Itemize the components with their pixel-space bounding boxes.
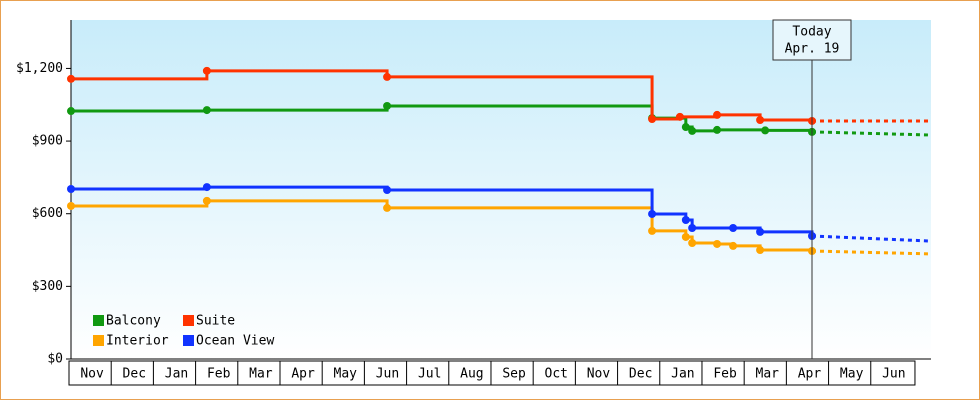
x-tick-label: Apr xyxy=(291,367,315,382)
point xyxy=(67,107,75,116)
forecast-line xyxy=(811,234,932,243)
point xyxy=(729,241,738,250)
point xyxy=(713,110,722,119)
x-tick-label: Mar xyxy=(756,367,780,382)
point xyxy=(67,185,75,194)
x-tick-label: Jan xyxy=(671,367,694,382)
point xyxy=(729,224,738,233)
point xyxy=(681,123,690,132)
x-tick-label: May xyxy=(840,367,864,382)
point xyxy=(688,224,697,233)
x-tick-label: Nov xyxy=(80,367,104,382)
point xyxy=(761,126,770,135)
point xyxy=(681,216,690,225)
x-tick-label: Jun xyxy=(376,367,399,382)
point xyxy=(648,209,657,218)
point xyxy=(688,239,697,248)
x-tick-label: Dec xyxy=(629,367,652,382)
legend-swatch xyxy=(93,335,104,346)
y-tick-label: $1,200 xyxy=(16,61,63,76)
point xyxy=(383,72,392,81)
today-date: Apr. 19 xyxy=(785,42,840,57)
legend-swatch xyxy=(93,315,104,326)
point xyxy=(648,226,657,235)
legend-label: Ocean View xyxy=(196,334,274,349)
y-tick-label: $900 xyxy=(32,134,63,149)
y-tick-label: $0 xyxy=(47,352,63,367)
point xyxy=(688,126,697,135)
point xyxy=(756,116,765,125)
y-tick-label: $600 xyxy=(32,206,63,221)
point xyxy=(713,239,722,248)
today-box xyxy=(772,19,852,61)
x-tick-label: Nov xyxy=(587,367,611,382)
x-tick-label: Jun xyxy=(882,367,905,382)
legend-swatch xyxy=(183,335,194,346)
x-tick-label: Dec xyxy=(123,367,146,382)
point xyxy=(756,227,765,236)
point xyxy=(383,203,392,212)
x-tick-label: Mar xyxy=(249,367,273,382)
x-tick-label: Jan xyxy=(165,367,188,382)
point xyxy=(756,246,765,255)
x-tick-label: Apr xyxy=(798,367,822,382)
legend-swatch xyxy=(183,315,194,326)
x-tick-label: Oct xyxy=(545,367,568,382)
forecast-line xyxy=(811,249,932,256)
today-label: Today xyxy=(792,25,831,40)
x-tick-label: Sep xyxy=(502,367,526,382)
series-line xyxy=(71,199,814,252)
legend-label: Balcony xyxy=(106,314,161,329)
point xyxy=(202,66,211,75)
legend-label: Interior xyxy=(106,334,169,349)
point xyxy=(713,125,722,134)
point xyxy=(383,185,392,194)
point xyxy=(67,74,75,83)
x-tick-label: Feb xyxy=(207,367,231,382)
point xyxy=(383,101,392,110)
point xyxy=(67,201,75,210)
point xyxy=(681,232,690,241)
point xyxy=(202,106,211,115)
y-tick-label: $300 xyxy=(32,279,63,294)
x-tick-label: Jul xyxy=(418,367,441,382)
point xyxy=(648,115,657,124)
point xyxy=(202,183,211,192)
point xyxy=(202,196,211,205)
x-tick-label: Feb xyxy=(713,367,737,382)
point xyxy=(675,112,684,121)
legend-label: Suite xyxy=(196,314,235,329)
x-tick-label: Aug xyxy=(460,367,483,382)
forecast-line xyxy=(811,130,932,137)
x-tick-label: May xyxy=(334,367,358,382)
